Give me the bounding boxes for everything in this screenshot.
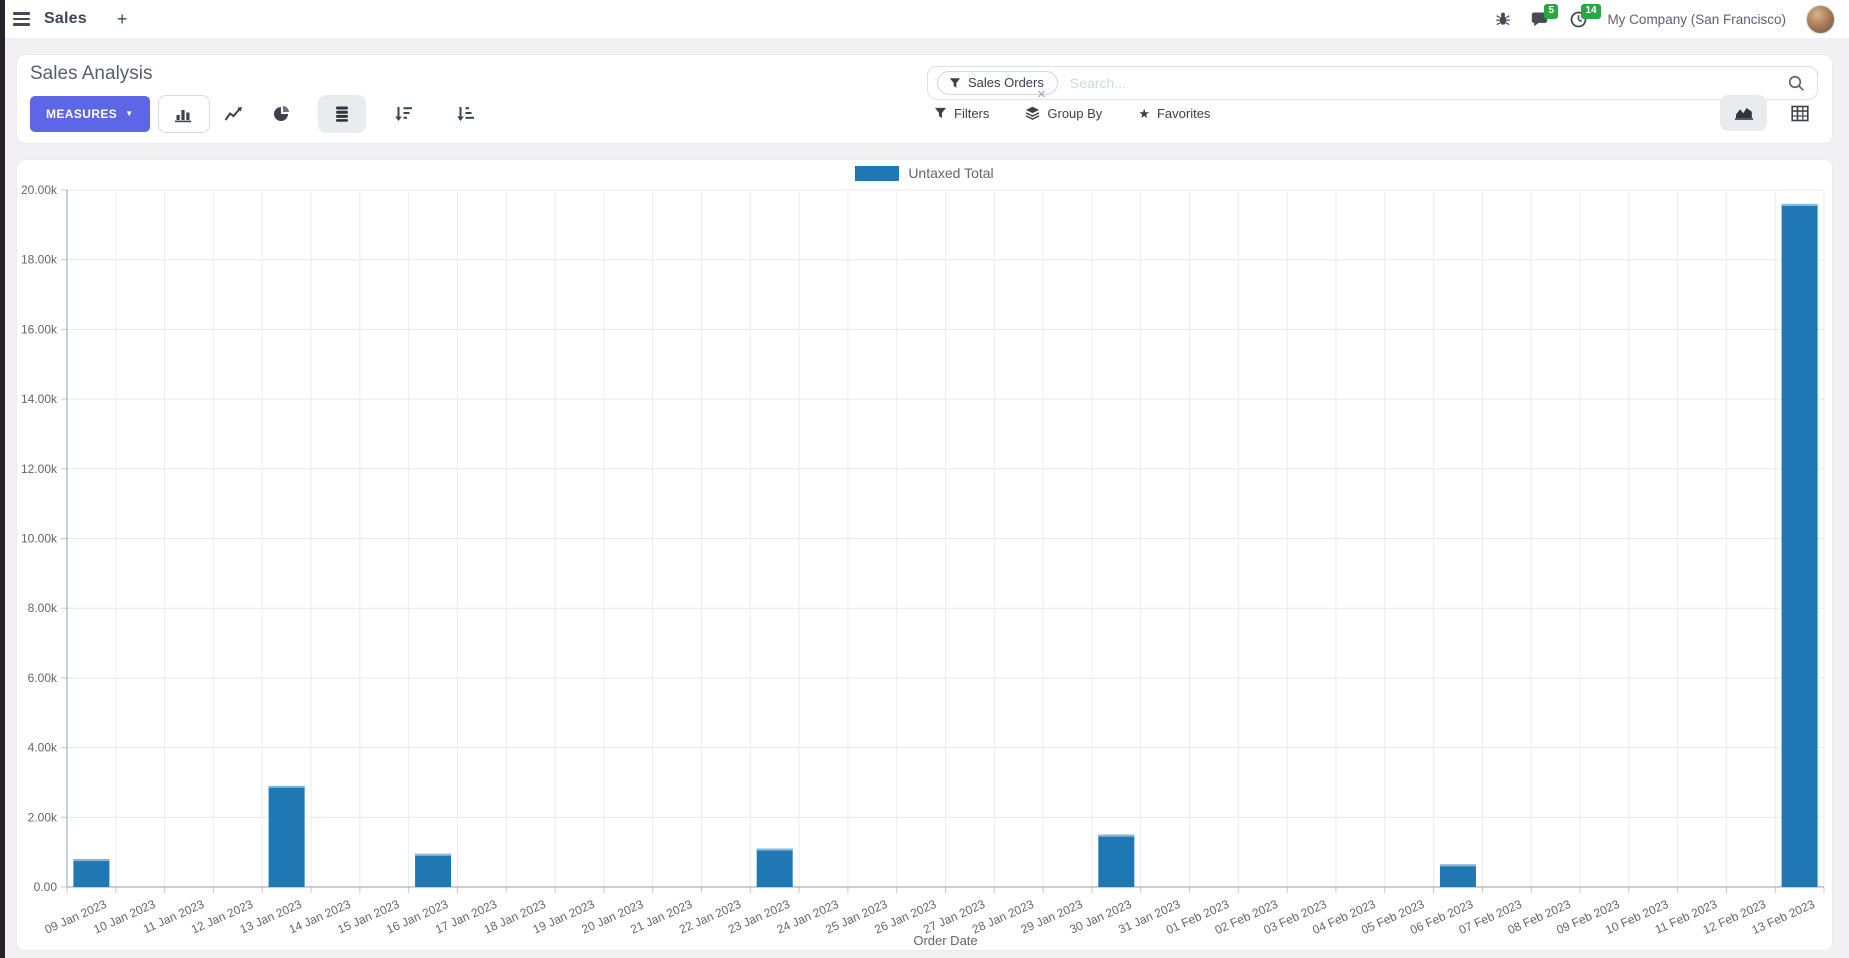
measures-label: MEASURES [46,107,118,121]
apps-menu-icon[interactable] [13,12,30,26]
chart-legend[interactable]: Untaxed Total [17,165,1832,181]
bar-23-jan-2023[interactable] [756,848,793,887]
filters-label: Filters [954,105,990,121]
filter-funnel-icon [934,107,947,119]
x-axis-title: Order Date [913,933,977,948]
facet-label: Sales Orders [968,75,1044,90]
line-chart-icon [224,107,243,121]
y-tick-label: 8.00k [28,601,58,615]
bar-30-jan-2023[interactable] [1098,834,1135,887]
legend-swatch [855,165,900,181]
bar-13-feb-2023[interactable] [1781,203,1818,887]
page-title: Sales Analysis [30,63,153,84]
control-panel: Sales Analysis MEASURES ▼ [17,55,1832,143]
bar-13-jan-2023[interactable] [268,785,305,887]
activity-count-badge: 14 [1581,3,1601,19]
sort-asc-icon [457,107,475,121]
y-tick-label: 6.00k [28,671,58,685]
search-icon[interactable] [1788,75,1805,92]
filters-menu-button[interactable]: Filters [934,106,989,121]
group-by-label: Group By [1047,105,1103,121]
area-chart-icon [1734,108,1753,120]
pivot-table-icon [1790,105,1809,121]
y-tick-label: 10.00k [21,532,58,546]
line-chart-view-button[interactable] [210,95,258,133]
chevron-down-icon: ▼ [125,109,134,118]
facet-remove-button[interactable]: × [1037,86,1046,103]
y-tick-label: 2.00k [28,810,58,824]
company-switcher[interactable]: My Company (San Francisco) [1607,11,1786,27]
y-tick-label: 16.00k [21,322,58,336]
message-count-badge: 5 [1544,3,1558,19]
bug-icon [1496,12,1511,26]
chat-icon [1532,12,1548,26]
layers-icon [1026,106,1040,120]
star-icon: ★ [1138,105,1150,121]
stacked-icon [335,106,348,122]
y-tick-label: 12.00k [21,462,58,476]
bar-chart-icon [175,109,192,122]
graph-view-button[interactable] [1720,95,1767,131]
measures-button[interactable]: MEASURES ▼ [30,96,150,132]
legend-label: Untaxed Total [908,165,994,181]
graph-view: Untaxed Total 0.00 2.00k 4.00k 6.00k 8.00k 10… [17,160,1832,950]
sort-desc-icon [395,107,413,121]
search-bar[interactable]: Sales Orders [927,66,1818,100]
activities-menu[interactable]: 14 [1570,3,1601,28]
messages-menu[interactable]: 5 [1531,3,1558,28]
clock-icon [1571,11,1587,27]
app-menu-label[interactable]: Sales [44,10,87,27]
bar-chart-view-button[interactable] [157,95,210,133]
pivot-view-button[interactable] [1776,95,1823,131]
sales-analysis-bar-chart: 0.00 2.00k 4.00k 6.00k 8.00k 10.00k 12.00k 14.0… [21,183,1825,948]
favorites-label: Favorites [1156,105,1211,121]
pie-chart-icon [273,106,289,121]
y-tick-label: 20.00k [21,183,58,197]
bar-16-jan-2023[interactable] [415,853,452,887]
top-navbar: Sales + 5 14 [0,0,1849,38]
filter-funnel-icon [949,77,961,88]
y-tick-label: 4.00k [28,741,58,755]
user-avatar[interactable] [1806,4,1835,34]
bar-09-jan-2023[interactable] [73,859,110,887]
group-by-menu-button[interactable]: Group By [1025,106,1102,121]
view-switcher [1720,95,1823,131]
sort-descending-button[interactable] [380,95,428,133]
window-edge [0,0,5,958]
bar-06-feb-2023[interactable] [1439,864,1476,887]
search-facet-sales-orders[interactable]: Sales Orders [937,71,1058,95]
y-tick-label: 18.00k [21,253,58,267]
stacked-toggle-button[interactable] [317,95,366,133]
y-tick-label: 14.00k [21,392,58,406]
favorites-menu-button[interactable]: ★ Favorites [1138,106,1210,121]
pie-chart-view-button[interactable] [258,95,306,133]
debug-bug-icon[interactable] [1495,11,1511,27]
new-tab-button[interactable]: + [116,9,128,29]
y-tick-label: 0.00 [34,880,58,894]
search-input[interactable] [1069,75,1788,91]
sort-ascending-button[interactable] [442,95,490,133]
